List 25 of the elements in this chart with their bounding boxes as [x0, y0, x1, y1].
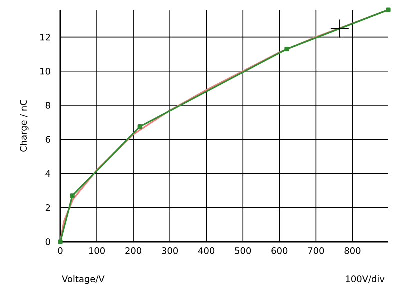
- text: 100V/div: [346, 276, 385, 284]
- x-tick-label: 300: [162, 248, 178, 254]
- x-tick-label: 600: [272, 248, 288, 254]
- point: [284, 46, 290, 52]
- y-axis-title: Charge / nC: [20, 100, 29, 152]
- x-tick-label: 700: [308, 248, 324, 254]
- y-tick-label: 0: [46, 238, 50, 246]
- x-tick-label: 100: [89, 248, 105, 254]
- x-tick-label: 500: [235, 248, 252, 254]
- y-tick-label: 8: [46, 102, 50, 109]
- y-tick-label: 10: [40, 68, 50, 75]
- x-tick-label: 200: [126, 248, 142, 254]
- point: [138, 124, 142, 130]
- point: [386, 8, 391, 12]
- x-tick-label: 800: [344, 248, 361, 254]
- x-tick-label: 400: [198, 248, 215, 254]
- point: [70, 194, 75, 198]
- y-tick-label: 2: [46, 204, 50, 212]
- y-tick-label: 4: [46, 170, 50, 178]
- y-tick-label: 6: [46, 136, 50, 144]
- x-tick-label: 0: [58, 248, 63, 254]
- x-axis-title: Voltage/V: [62, 276, 105, 284]
- point: [330, 19, 350, 38]
- point: [58, 240, 63, 244]
- y-tick-label: 12: [40, 34, 50, 41]
